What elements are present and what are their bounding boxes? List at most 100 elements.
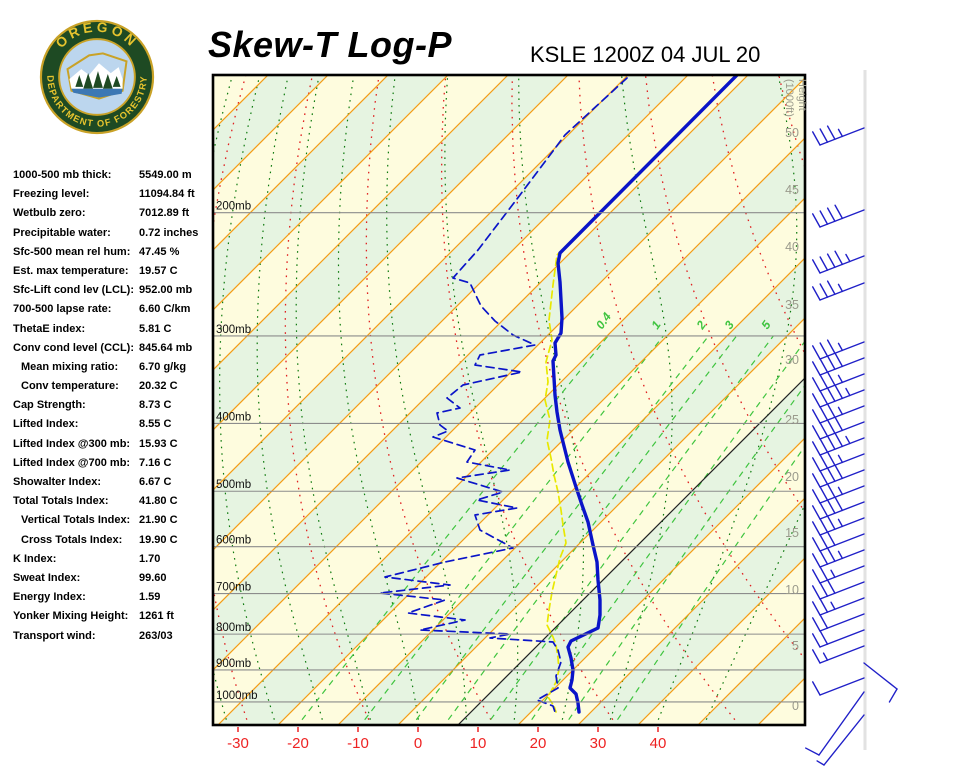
- moist-adiabat-line: [337, 75, 419, 720]
- wind-barb-column: [804, 125, 898, 766]
- index-label: Sfc-Lift cond lev (LCL):: [13, 284, 134, 297]
- isotherm-line: [213, 75, 449, 311]
- index-row: Sfc-500 mean rel hum: 47.45 %: [13, 243, 218, 262]
- index-row: ThetaE index: 5.81 C: [13, 320, 218, 339]
- mixing-ratio-line: [531, 340, 805, 721]
- index-label: Sfc-500 mean rel hum:: [13, 245, 131, 258]
- mixing-ratio-line: [447, 335, 738, 721]
- index-row: K Index: 1.70: [13, 550, 218, 569]
- moist-adiabat-line: [705, 503, 805, 720]
- index-value: 1.70: [139, 552, 161, 565]
- wetbulb-trace: [544, 77, 734, 713]
- isotherm-line: [213, 75, 629, 491]
- isotherm-line: [217, 137, 805, 725]
- index-row: Cap Strength: 8.73 C: [13, 396, 218, 415]
- index-label: Cap Strength:: [13, 399, 86, 412]
- index-label: K Index:: [13, 552, 57, 565]
- wind-barb: [811, 339, 865, 360]
- wind-barb: [811, 547, 865, 568]
- index-value: 5549.00 m: [139, 169, 192, 181]
- index-label: Transport wind:: [13, 629, 96, 642]
- index-row: Sweat Index: 99.60: [13, 569, 218, 588]
- wind-barb: [811, 531, 865, 552]
- index-row: Cross Totals Index: 19.90 C: [13, 531, 218, 550]
- wind-barb: [811, 352, 865, 376]
- wind-barb: [811, 579, 865, 600]
- wind-barb: [811, 403, 865, 424]
- indices-panel: 1000-500 mb thick: 5549.00 m Freezing leve…: [13, 166, 218, 646]
- dry-adiabat-line: [644, 75, 805, 514]
- index-value: 8.73 C: [139, 399, 172, 412]
- isotherm-line: [213, 75, 509, 371]
- index-value: 47.45 %: [139, 245, 180, 258]
- moist-adiabat-line: [657, 75, 798, 720]
- wind-barb: [811, 280, 865, 301]
- pressure-label: 500mb: [216, 479, 251, 491]
- index-label: Est. max temperature:: [13, 264, 129, 277]
- height-label: 20: [785, 470, 799, 484]
- temp-tick-label: -10: [347, 735, 369, 752]
- temp-tick-label: -20: [287, 735, 309, 752]
- index-value: 1.59: [139, 591, 161, 604]
- isotherm-line: [213, 75, 329, 191]
- wind-barb: [811, 250, 865, 274]
- height-axis-title: Height: [796, 79, 808, 111]
- isotherm-line: [213, 75, 389, 251]
- dry-adiabat-line: [578, 75, 805, 661]
- wind-barb: [811, 496, 865, 520]
- odf-logo-svg: OREGON DEPARTMENT OF FORESTRY: [39, 19, 155, 135]
- temp-tick-label: 40: [650, 735, 667, 752]
- wind-barb: [863, 662, 898, 703]
- chart-border: [211, 73, 807, 727]
- index-value: 6.60 C/km: [139, 303, 191, 316]
- index-row: Transport wind: 263/03: [13, 627, 218, 646]
- height-label: 25: [785, 413, 799, 427]
- index-row: Lifted Index @700 mb: 7.16 C: [13, 454, 218, 473]
- wind-barb: [811, 384, 865, 408]
- pressure-label: 200mb: [216, 201, 251, 213]
- index-label: Mean mixing ratio:: [21, 360, 119, 373]
- temp-tick-label: 30: [590, 735, 607, 752]
- isotherm-line: [213, 75, 689, 551]
- index-value: 19.90 C: [139, 533, 178, 546]
- isotherm-line: [697, 617, 805, 725]
- index-value: 19.57 C: [139, 264, 178, 277]
- wind-barb: [804, 691, 865, 756]
- height-label: 45: [785, 183, 799, 197]
- index-label: Showalter Index:: [13, 476, 102, 488]
- mixing-ratio-line: [301, 335, 609, 721]
- dry-adiabat-line: [284, 75, 370, 720]
- pressure-label: 300mb: [216, 324, 251, 336]
- wind-barb: [811, 125, 865, 146]
- dry-adiabat-line: [906, 57, 960, 719]
- height-axis-title: (1000ft): [783, 79, 795, 117]
- index-value: 952.00 mb: [139, 284, 193, 297]
- isotherm-line: [213, 75, 569, 431]
- temp-tick-label: 0: [414, 735, 422, 752]
- index-row: 700-500 lapse rate: 6.60 C/km: [13, 300, 218, 319]
- wind-barb: [811, 483, 865, 504]
- index-row: Est. max temperature: 19.57 C: [13, 262, 218, 281]
- index-value: 263/03: [139, 629, 173, 642]
- wind-barb: [811, 629, 865, 648]
- index-label: Conv temperature:: [21, 380, 119, 393]
- isotherm-line: [577, 497, 805, 725]
- dry-adiabat-line: [440, 75, 614, 721]
- index-label: Yonker Mixing Height:: [13, 610, 129, 623]
- index-value: 1261 ft: [139, 610, 174, 623]
- wind-barb: [811, 565, 865, 584]
- index-label: Cross Totals Index:: [21, 533, 123, 546]
- index-row: Yonker Mixing Height: 1261 ft: [13, 607, 218, 626]
- index-row: Lifted Index: 8.55 C: [13, 415, 218, 434]
- wind-barb: [811, 416, 865, 440]
- index-label: Lifted Index @300 mb:: [13, 437, 131, 450]
- index-row: Sfc-Lift cond lev (LCL): 952.00 mb: [13, 281, 218, 300]
- index-label: Total Totals Index:: [13, 495, 109, 508]
- index-value: 7.16 C: [139, 456, 172, 469]
- mixing-ratio-line: [415, 335, 710, 721]
- mixing-ratio-line: [490, 335, 774, 721]
- isotherm-line: [517, 437, 805, 725]
- plot-area: 0.4 1 2 3 5: [213, 57, 960, 725]
- wind-barb: [811, 464, 865, 488]
- pressure-label: 600mb: [216, 535, 251, 547]
